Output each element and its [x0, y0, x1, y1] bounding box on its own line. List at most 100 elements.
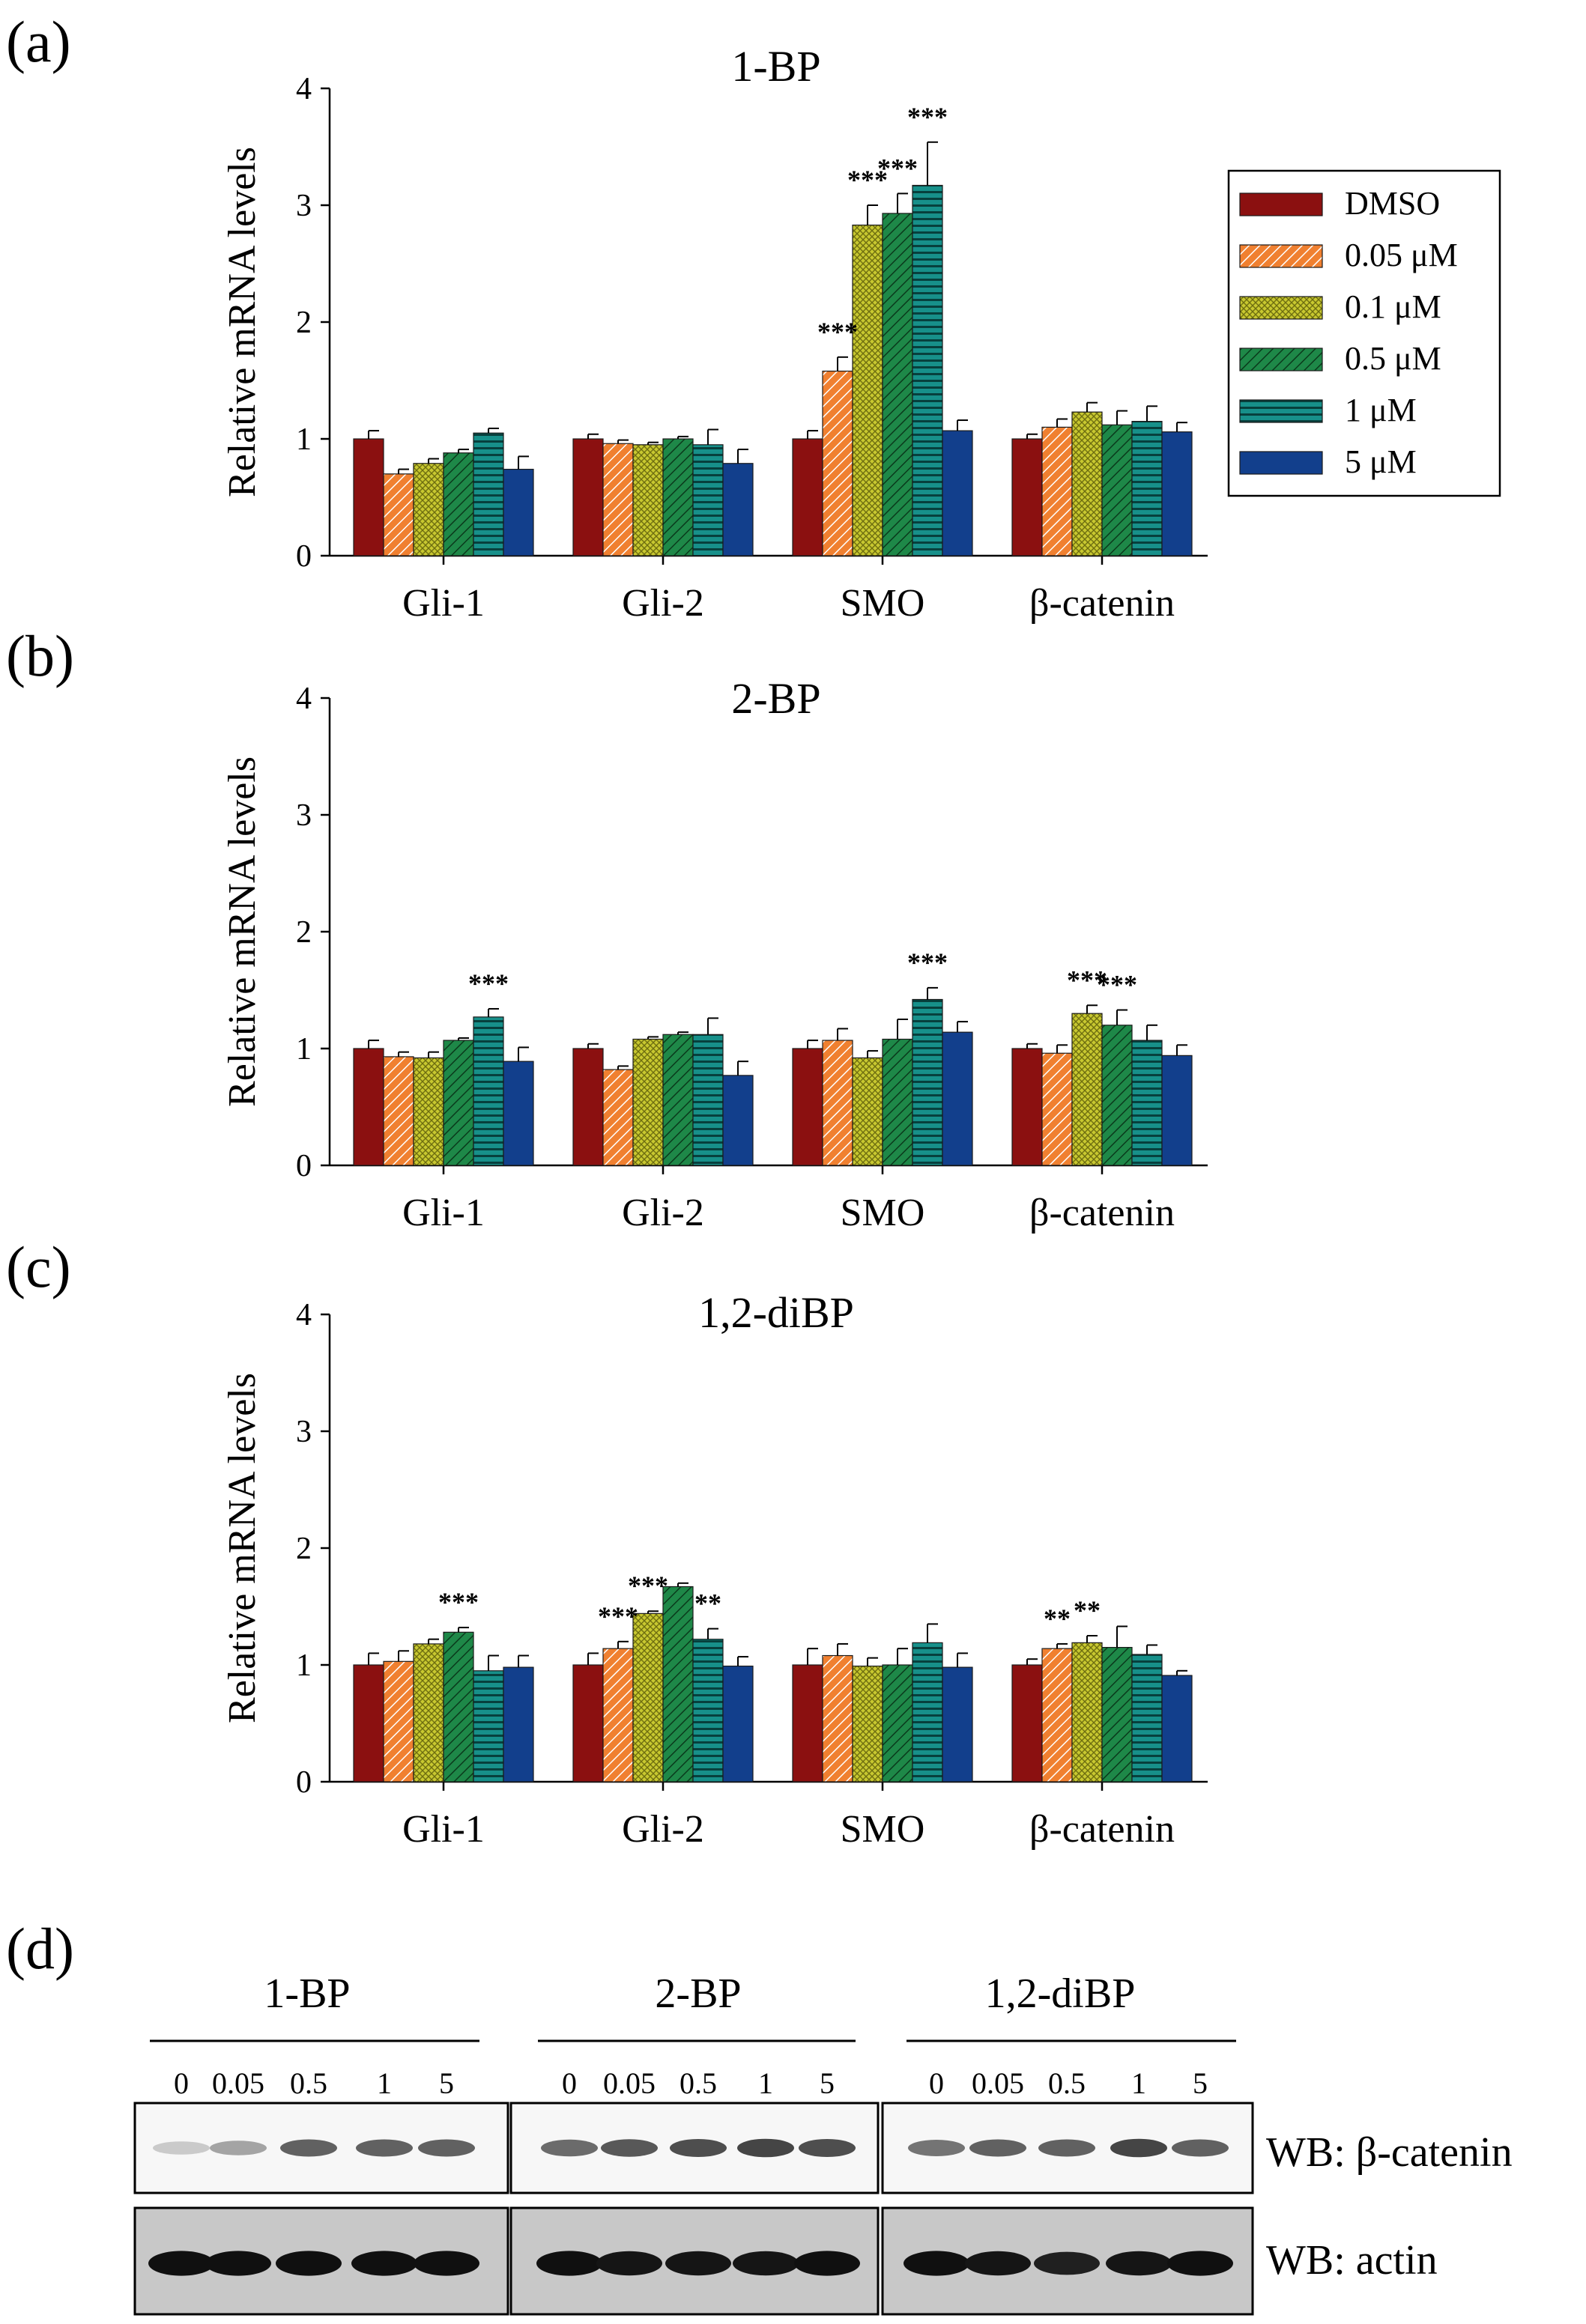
- bar: [1161, 431, 1193, 556]
- y-tick-label: 0: [296, 1149, 312, 1183]
- bar: [413, 1057, 444, 1166]
- blot-band-actin: [733, 2251, 799, 2276]
- blot-band-beta: [153, 2141, 210, 2155]
- bar: [792, 1048, 823, 1166]
- x-tick-label: Gli-1: [402, 1808, 485, 1851]
- bar: [443, 1631, 474, 1783]
- bar: [662, 438, 694, 556]
- significance-label: ***: [628, 1571, 668, 1601]
- blot-label-actin: WB: actin: [1266, 2237, 1438, 2284]
- bar: [503, 1666, 534, 1783]
- bar: [572, 438, 604, 556]
- blot-group-title: 1-BP: [264, 1970, 350, 2017]
- y-tick-label: 1: [296, 422, 312, 457]
- bar: [662, 1034, 694, 1166]
- bar: [1131, 420, 1163, 556]
- blot-band-actin: [665, 2251, 731, 2276]
- bar: [792, 1664, 823, 1783]
- legend-label: 0.05 μM: [1345, 237, 1458, 273]
- bar: [692, 444, 724, 556]
- bar: [942, 1666, 973, 1783]
- lane-label: 5: [439, 2066, 454, 2100]
- bar: [852, 1057, 883, 1166]
- y-tick-label: 0: [296, 1765, 312, 1800]
- legend-label: 5 μM: [1345, 443, 1417, 480]
- y-tick-label: 2: [296, 306, 312, 340]
- x-tick-label: Gli-2: [622, 582, 704, 625]
- blot-band-actin: [276, 2251, 342, 2276]
- significance-label: ***: [598, 1601, 638, 1631]
- x-tick-label: Gli-2: [622, 1808, 704, 1851]
- lane-label: 5: [1193, 2066, 1208, 2100]
- bar: [383, 1660, 414, 1783]
- y-tick-label: 4: [296, 682, 312, 716]
- panel-label-b: (b): [6, 623, 74, 688]
- y-tick-label: 0: [296, 539, 312, 574]
- bar: [1131, 1654, 1163, 1783]
- legend-swatch: [1239, 244, 1323, 268]
- bar: [602, 1069, 634, 1166]
- significance-label: ***: [817, 317, 858, 347]
- y-tick-label: 2: [296, 915, 312, 950]
- significance-label: **: [1074, 1595, 1101, 1625]
- bar: [822, 1040, 853, 1166]
- bar: [602, 1648, 634, 1783]
- bar: [383, 473, 414, 556]
- bar: [1161, 1675, 1193, 1783]
- bar: [632, 1612, 664, 1783]
- legend: DMSO 0.05 μM 0.1 μM 0.5 μM 1 μM 5 μM: [1227, 169, 1501, 497]
- significance-label: ***: [907, 102, 948, 132]
- bar: [912, 184, 943, 556]
- x-tick-label: SMO: [841, 1808, 925, 1851]
- bar: [443, 1040, 474, 1166]
- bar: [602, 443, 634, 556]
- blot-band-beta: [1110, 2138, 1167, 2158]
- bar: [852, 1665, 883, 1783]
- bar: [722, 463, 754, 556]
- panel-label-d: (d): [6, 1916, 74, 1981]
- bar: [1071, 1642, 1103, 1783]
- lane-label: 1: [377, 2066, 392, 2100]
- bar: [1101, 1647, 1133, 1783]
- blot-band-actin: [414, 2251, 479, 2276]
- bar: [1011, 1664, 1043, 1783]
- y-tick-label: 4: [296, 72, 312, 106]
- blot-band-beta: [1038, 2139, 1095, 2157]
- significance-label: ***: [1097, 970, 1137, 1000]
- x-tick-label: SMO: [841, 582, 925, 625]
- legend-swatch: [1239, 451, 1323, 475]
- chart-1bp: 1-BP Relative mRNA levels 0 1 2 3 4 Gli-1 Gli-2 S…: [221, 42, 1208, 625]
- blot-band-actin: [148, 2251, 214, 2276]
- lane-label: 0.05: [212, 2066, 264, 2100]
- bar: [692, 1639, 724, 1783]
- lane-label: 0: [562, 2066, 577, 2100]
- bar: [882, 1664, 913, 1783]
- significance-label: ***: [468, 968, 509, 998]
- bar: [1011, 1048, 1043, 1166]
- y-axis-label: Relative mRNA levels: [221, 1373, 264, 1723]
- bar: [692, 1034, 724, 1166]
- bar: [473, 1016, 504, 1166]
- legend-label: 1 μM: [1345, 392, 1417, 428]
- bar: [503, 1061, 534, 1166]
- blot-band-beta: [908, 2140, 965, 2156]
- bar: [413, 463, 444, 556]
- lane-label: 0: [174, 2066, 189, 2100]
- blot-band-actin: [351, 2251, 417, 2276]
- bar: [632, 444, 664, 556]
- bar: [912, 998, 943, 1166]
- bar: [662, 1586, 694, 1783]
- blot-band-actin: [794, 2251, 860, 2276]
- bar: [1041, 1052, 1073, 1166]
- bar: [882, 1038, 913, 1166]
- bar: [473, 1670, 504, 1783]
- blot-band-beta: [737, 2138, 794, 2158]
- panel-label-c: (c): [6, 1234, 71, 1299]
- bar: [632, 1038, 664, 1166]
- panel-label-a: (a): [6, 9, 71, 74]
- y-tick-label: 3: [296, 1415, 312, 1449]
- significance-label: ***: [877, 153, 918, 183]
- bar: [1041, 1648, 1073, 1783]
- y-tick-label: 3: [296, 189, 312, 223]
